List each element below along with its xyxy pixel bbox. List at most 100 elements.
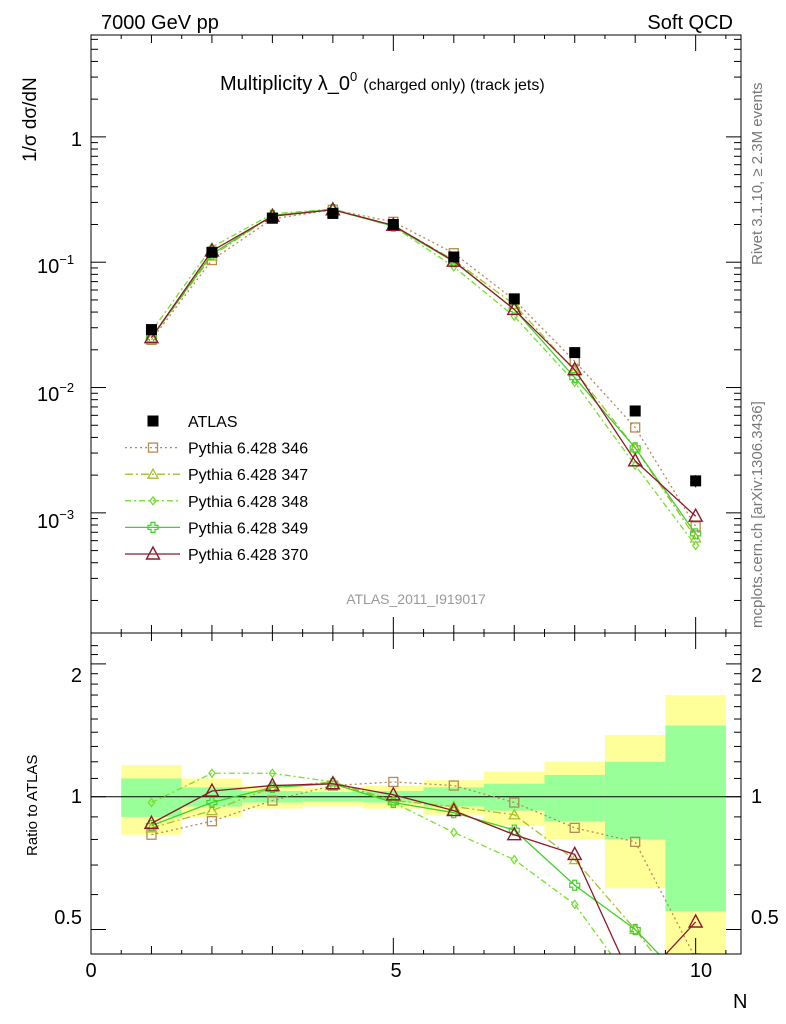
y-tick-label-1e-1: 10−1 — [37, 252, 74, 278]
data-point-5 — [448, 251, 460, 263]
top-point-1-8 — [629, 441, 642, 453]
ratio-point-4-0 — [143, 814, 160, 830]
ratio-point-4-6 — [506, 826, 522, 841]
ratio-point-0-6 — [509, 797, 520, 808]
plot-title-main: Multiplicity λ_0 — [220, 73, 350, 95]
ratio-point-4-3 — [325, 775, 341, 790]
ratio-point-2-4 — [389, 797, 398, 808]
data-point-2 — [266, 212, 278, 224]
data-point-9 — [690, 475, 702, 487]
legend-label-1: Pythia 6.428 346 — [188, 441, 308, 458]
band-green-8 — [604, 761, 666, 840]
top-point-4-6 — [506, 300, 522, 316]
ratio-tick-label-1-right: 1 — [751, 786, 762, 808]
ratio-point-0-7 — [569, 822, 580, 833]
plot-title-sub: (charged only) (track jets) — [363, 77, 544, 94]
top-point-3-8 — [629, 442, 641, 454]
band-green-9 — [665, 725, 726, 912]
data-point-7 — [569, 347, 581, 359]
ratio-point-2-1 — [208, 768, 216, 779]
data-point-8 — [629, 405, 641, 417]
top-series-line-2 — [150, 208, 697, 546]
y-tick-label-1e-3: 10−3 — [37, 507, 74, 533]
y-tick-label-1: 1 — [71, 129, 82, 151]
top-series-line-3 — [150, 209, 697, 535]
ratio-point-4-2 — [264, 777, 281, 792]
legend-marker-4 — [147, 521, 159, 533]
top-series-line-0 — [150, 209, 697, 527]
top-point-4-8 — [627, 452, 643, 467]
ratio-plot-frame — [90, 632, 742, 955]
data-point-4 — [387, 218, 399, 230]
ratio-point-0-2 — [267, 795, 278, 806]
ratio-point-1-1 — [205, 804, 219, 816]
ratio-tick-label-2-right: 2 — [751, 665, 762, 687]
ratio-point-2-5 — [449, 827, 458, 838]
y-tick-exp-1e-1: −1 — [59, 252, 74, 267]
band-green-7 — [544, 774, 605, 822]
ratio-point-3-7 — [569, 879, 581, 891]
legend-label-2: Pythia 6.428 347 — [188, 467, 308, 484]
legend: ATLAS Pythia 6.428 346 Pythia 6.428 347 Pyt… — [125, 414, 308, 564]
data-point-6 — [508, 293, 520, 305]
data-point-0 — [145, 324, 157, 336]
x-tick-label-10: 10 — [690, 960, 712, 982]
ratio-plot-series — [143, 768, 704, 997]
ratio-point-3-9 — [691, 987, 701, 997]
ratio-point-3-8 — [629, 923, 641, 936]
ratio-point-3-1 — [206, 796, 218, 809]
analysis-label: ATLAS_2011_I919017 — [346, 591, 486, 607]
top-point-4-0 — [143, 329, 160, 344]
plot-title-sup: 0 — [350, 69, 357, 84]
ratio-point-3-5 — [448, 807, 460, 819]
y-axis-label-top: 1/σ dσ/dN — [20, 77, 41, 162]
legend-marker-2 — [146, 467, 160, 479]
ratio-tick-label-0.5: 0.5 — [54, 907, 82, 929]
ratio-point-3-0 — [145, 820, 158, 832]
ratio-point-2-7 — [570, 899, 579, 910]
top-point-0-8 — [630, 422, 641, 433]
top-point-3-9 — [690, 528, 702, 540]
ratio-bands — [91, 695, 741, 954]
legend-marker-3 — [149, 495, 157, 506]
ratio-point-1-6 — [508, 808, 521, 820]
ratio-tick-label-1: 1 — [71, 786, 82, 808]
ratio-point-4-9 — [687, 913, 704, 928]
ratio-point-0-1 — [206, 816, 218, 827]
main-plot-series — [143, 201, 704, 551]
ratio-point-0-5 — [448, 780, 459, 791]
ratio-tick-label-2: 2 — [71, 665, 82, 687]
top-point-4-7 — [567, 361, 583, 376]
ratio-point-3-4 — [387, 796, 399, 809]
top-point-1-0 — [145, 331, 158, 343]
ratio-point-4-8 — [629, 980, 642, 992]
ratio-point-2-0 — [147, 797, 156, 808]
y-tick-exp-1e-2: −2 — [59, 380, 74, 395]
ratio-point-2-6 — [510, 854, 519, 865]
legend-marker-0 — [147, 415, 159, 427]
ratio-point-4-4 — [385, 786, 402, 801]
top-point-2-8 — [631, 460, 639, 471]
ratio-point-1-8 — [629, 923, 642, 935]
mcplots-label: mcplots.cern.ch [arXiv:1306.3436] — [749, 401, 766, 628]
top-point-4-9 — [687, 507, 704, 522]
y-tick-base-1e-2: 10 — [37, 384, 59, 406]
top-series-line-1 — [150, 208, 697, 539]
y-tick-label-1e-2: 10−2 — [37, 380, 74, 406]
top-point-3-7 — [569, 372, 581, 384]
ratio-series-line-3 — [151, 783, 660, 954]
y-tick-base-1e-1: 10 — [37, 256, 59, 278]
header-category: Soft QCD — [647, 12, 733, 34]
plot-title: Multiplicity λ_00 (charged only) (track j… — [220, 69, 545, 95]
y-tick-exp-1e-3: −3 — [59, 507, 74, 522]
legend-label-3: Pythia 6.428 348 — [188, 494, 308, 511]
top-series-line-4 — [150, 209, 697, 517]
ratio-point-4-5 — [446, 802, 462, 817]
ratio-point-2-8 — [632, 983, 638, 991]
ratio-series-line-4 — [151, 783, 697, 954]
data-point-3 — [327, 207, 339, 219]
data-point-1 — [206, 246, 218, 258]
y-tick-base-1e-3: 10 — [37, 511, 59, 533]
ratio-point-4-7 — [567, 845, 583, 861]
